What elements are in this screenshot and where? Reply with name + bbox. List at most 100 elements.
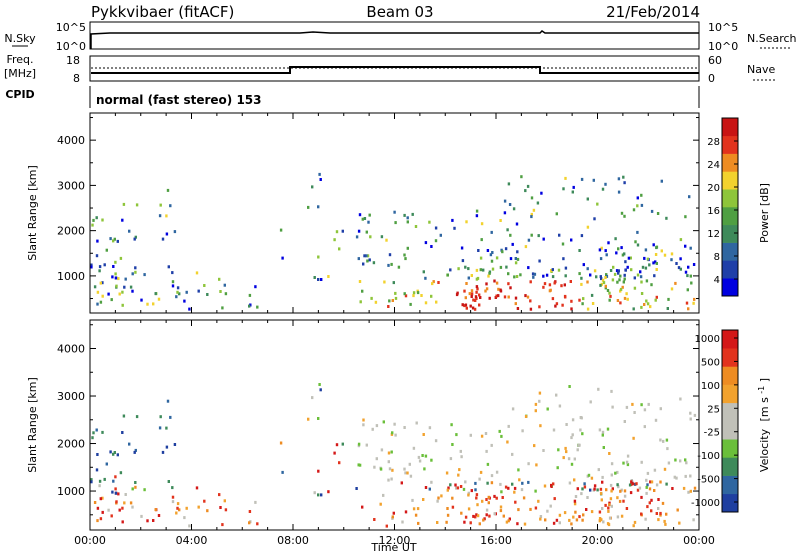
data-cell	[101, 281, 104, 285]
data-cell	[475, 209, 479, 213]
data-cell	[636, 273, 640, 277]
data-cell	[662, 439, 665, 443]
data-cell	[687, 490, 690, 494]
data-cell	[689, 411, 692, 415]
data-cell	[116, 453, 119, 457]
data-cell	[663, 519, 666, 523]
data-cell	[430, 480, 433, 484]
velocity-ylabel: Slant Range [km]	[26, 377, 39, 473]
data-cell	[597, 387, 600, 391]
data-cell	[157, 514, 161, 517]
data-cell	[480, 238, 483, 242]
data-cell	[335, 230, 339, 234]
data-cell	[462, 487, 466, 491]
data-cell	[476, 514, 480, 518]
data-cell	[317, 255, 320, 259]
data-cell	[655, 295, 658, 299]
data-cell	[555, 302, 559, 306]
data-cell	[647, 402, 650, 406]
data-cell	[593, 487, 596, 491]
data-cell	[317, 205, 320, 209]
data-cell	[633, 411, 636, 414]
data-cell	[485, 287, 489, 291]
freq-right-tick-top: 60	[708, 54, 722, 67]
data-cell	[543, 484, 547, 488]
data-cell	[98, 265, 102, 269]
y-tick-label: 4000	[57, 343, 85, 356]
cpid-panel: CPID normal (fast stereo) 153	[5, 86, 700, 108]
data-cell	[608, 291, 611, 295]
data-cell	[504, 485, 508, 489]
data-cell	[464, 265, 467, 269]
data-cell	[361, 217, 364, 221]
data-cell	[173, 230, 177, 234]
data-cell	[648, 263, 651, 267]
data-cell	[523, 522, 527, 526]
noise-right-tick-bottom: 10^0	[708, 40, 738, 53]
data-cell	[582, 513, 585, 517]
data-cell	[604, 284, 607, 288]
data-cell	[484, 289, 487, 293]
data-cell	[563, 283, 566, 287]
data-cell	[500, 434, 503, 438]
data-cell	[607, 506, 610, 510]
data-cell	[605, 273, 608, 277]
data-cell	[403, 426, 406, 429]
data-cell	[474, 481, 477, 485]
data-cell	[542, 449, 545, 452]
colorbar-swatch	[722, 421, 738, 440]
data-cell	[614, 471, 617, 475]
data-cell	[630, 480, 633, 484]
data-cell	[551, 297, 555, 301]
data-cell	[223, 499, 226, 503]
data-cell	[415, 421, 418, 425]
data-cell	[497, 294, 500, 298]
data-cell	[611, 487, 614, 491]
data-cell	[686, 288, 689, 292]
data-cell	[459, 485, 463, 488]
data-cell	[521, 429, 524, 433]
data-cell	[456, 291, 459, 295]
data-cell	[632, 208, 636, 212]
data-cell	[620, 514, 624, 518]
data-cell	[646, 471, 650, 475]
data-cell	[101, 294, 104, 298]
data-cell	[640, 280, 643, 284]
data-cell	[548, 289, 552, 293]
data-cell	[134, 448, 137, 452]
data-cell	[580, 276, 583, 280]
data-cell	[467, 491, 470, 495]
data-cell	[679, 267, 682, 271]
data-cell	[424, 301, 428, 305]
data-cell	[469, 433, 472, 437]
data-cell	[98, 479, 102, 483]
data-cell	[501, 250, 504, 254]
data-cell	[176, 286, 180, 290]
data-cell	[533, 272, 537, 276]
colorbar-tick-label: 20	[707, 183, 720, 194]
data-cell	[653, 489, 656, 492]
data-cell	[518, 478, 521, 482]
data-cell	[133, 237, 136, 241]
data-cell	[366, 259, 369, 263]
data-cell	[152, 302, 155, 306]
data-cell	[90, 480, 93, 484]
data-cell	[601, 433, 604, 437]
data-cell	[143, 488, 146, 492]
data-cell	[534, 489, 537, 493]
data-cell	[406, 220, 409, 224]
data-cell	[488, 272, 491, 275]
data-cell	[338, 461, 341, 465]
data-cell	[143, 273, 146, 277]
data-cell	[406, 246, 409, 250]
data-cell	[333, 238, 336, 242]
data-cell	[652, 243, 655, 247]
data-cell	[95, 428, 98, 432]
data-cell	[579, 428, 582, 432]
data-cell	[375, 424, 379, 428]
data-cell	[453, 226, 456, 230]
data-cell	[645, 491, 648, 495]
data-cell	[221, 306, 224, 310]
data-cell	[183, 299, 186, 303]
data-cell	[574, 510, 577, 514]
